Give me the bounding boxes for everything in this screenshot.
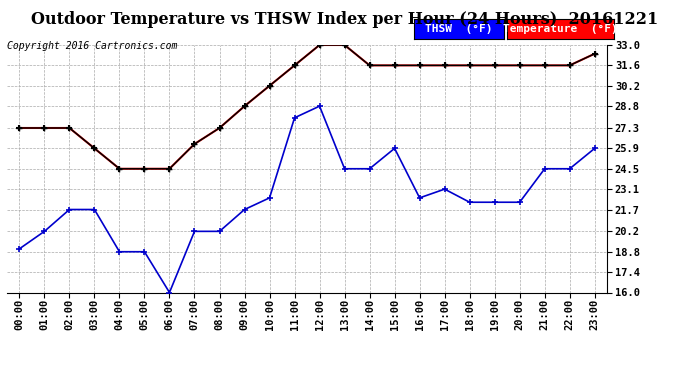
Text: Temperature  (°F): Temperature (°F)	[503, 24, 618, 34]
Text: THSW  (°F): THSW (°F)	[425, 24, 493, 34]
Text: Copyright 2016 Cartronics.com: Copyright 2016 Cartronics.com	[7, 41, 177, 51]
Text: Outdoor Temperature vs THSW Index per Hour (24 Hours)  20161221: Outdoor Temperature vs THSW Index per Ho…	[31, 11, 659, 28]
